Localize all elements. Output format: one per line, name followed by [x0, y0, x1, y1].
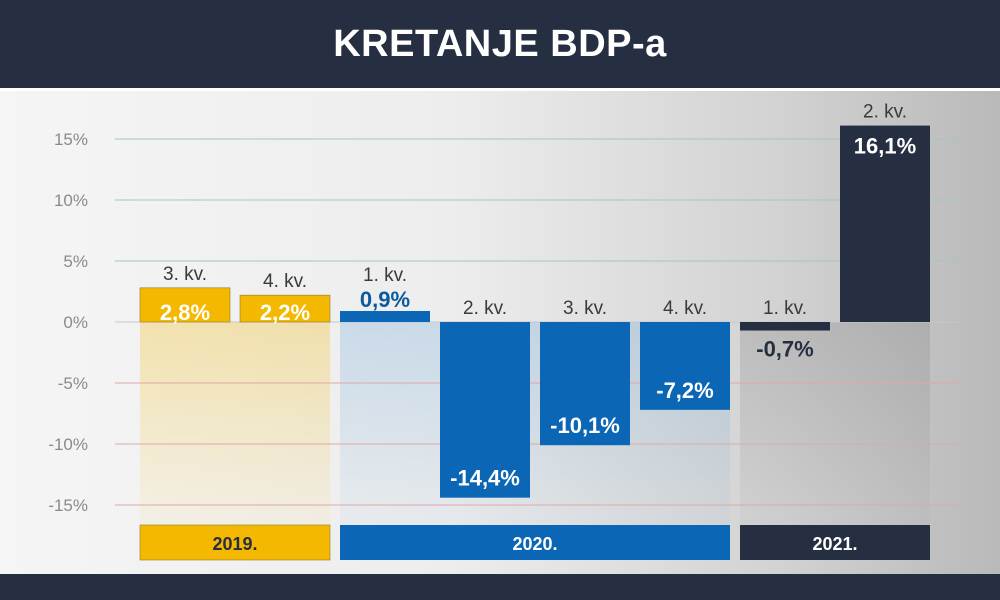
year-label: 2020.: [512, 534, 557, 554]
quarter-label: 4. kv.: [263, 271, 307, 292]
year-band: [340, 525, 730, 560]
y-tick-label: 10%: [54, 191, 88, 210]
quarter-label: 4. kv.: [663, 298, 707, 319]
bar: [640, 322, 730, 410]
value-label: -7,2%: [656, 378, 713, 403]
bar: [440, 322, 530, 498]
year-label: 2019.: [212, 534, 257, 554]
header-divider: [0, 88, 1000, 91]
bar: [540, 322, 630, 446]
quarter-label: 3. kv.: [163, 264, 207, 285]
quarter-label: 2. kv.: [463, 298, 507, 319]
value-label: 2,2%: [260, 300, 310, 325]
bar: [239, 294, 331, 323]
value-label: -14,4%: [450, 466, 520, 491]
quarter-label: 3. kv.: [563, 298, 607, 319]
footer-bar: [0, 574, 1000, 600]
quarter-label: 1. kv.: [363, 265, 407, 286]
year-background-fade: [140, 322, 330, 525]
quarter-label: 1. kv.: [763, 298, 807, 319]
year-background-fade: [740, 322, 930, 525]
value-label: -10,1%: [550, 413, 620, 438]
bar: [840, 125, 930, 322]
y-tick-label: 0%: [63, 313, 88, 332]
year-band: [139, 524, 331, 561]
year-band: [740, 525, 930, 560]
chart-title: KRETANJE BDP-a: [333, 22, 667, 65]
value-label: 2,8%: [160, 300, 210, 325]
y-tick-label: -5%: [58, 374, 88, 393]
quarter-label: 2. kv.: [863, 102, 907, 123]
y-tick-label: 5%: [63, 252, 88, 271]
bar: [340, 311, 430, 322]
year-label: 2021.: [812, 534, 857, 554]
value-label: 16,1%: [854, 134, 916, 159]
bar: [740, 322, 830, 331]
value-label: 0,9%: [360, 287, 410, 312]
y-tick-label: -10%: [48, 435, 88, 454]
bar: [139, 287, 231, 323]
y-tick-label: -15%: [48, 496, 88, 515]
value-label: -0,7%: [756, 337, 813, 362]
y-tick-label: 15%: [54, 130, 88, 149]
header: KRETANJE BDP-a: [0, 0, 1000, 88]
